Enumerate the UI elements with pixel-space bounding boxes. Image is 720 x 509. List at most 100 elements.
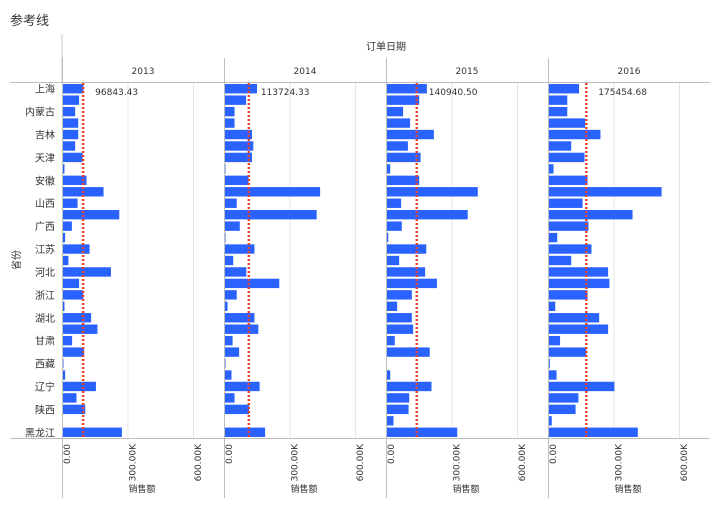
row-label: 山西 (35, 198, 55, 210)
bar (62, 393, 77, 403)
bar (386, 209, 468, 220)
panel-year-label: 2015 (456, 67, 479, 77)
bar (548, 129, 601, 140)
bar (386, 106, 404, 117)
bar (386, 267, 426, 277)
bar (548, 106, 568, 117)
bar (386, 370, 391, 380)
bar (224, 427, 266, 437)
bar (386, 244, 427, 254)
bar (386, 301, 398, 312)
bar (548, 255, 572, 266)
bar (548, 301, 556, 312)
bar (224, 141, 254, 151)
row-label: 湖北 (35, 313, 55, 325)
bar (62, 267, 111, 277)
bar (386, 347, 430, 357)
x-axis-title: 销售额 (290, 483, 317, 495)
bar (386, 141, 408, 151)
bar (62, 84, 84, 94)
panel-year-label: 2014 (294, 67, 317, 77)
bar (62, 404, 86, 415)
bar (224, 301, 228, 312)
bar (62, 244, 90, 254)
bar (62, 95, 80, 105)
x-tick-label: 0.00 (225, 444, 235, 464)
bar (548, 313, 600, 323)
bar (386, 313, 412, 323)
bar (548, 198, 583, 208)
x-axis-title: 销售额 (128, 483, 155, 495)
x-tick-label: 300.00K (615, 443, 625, 481)
bar (386, 232, 389, 243)
bar (386, 187, 478, 197)
reference-line-label: 140940.50 (429, 88, 478, 98)
bar (224, 198, 237, 208)
bar (224, 404, 250, 415)
bar (386, 164, 391, 174)
bar (62, 335, 73, 346)
bar (62, 175, 87, 186)
bar (386, 278, 437, 289)
bar (548, 232, 558, 243)
x-tick-label: 300.00K (453, 443, 463, 481)
bar (548, 187, 662, 197)
x-axis-title: 销售额 (452, 483, 479, 495)
row-label: 西藏 (35, 359, 55, 371)
x-tick-label: 300.00K (129, 443, 139, 481)
bar (62, 221, 72, 231)
bar (62, 232, 66, 243)
bar (386, 95, 420, 105)
row-label: 河北 (35, 267, 55, 279)
bar (548, 221, 589, 231)
bar (224, 84, 258, 94)
bar (548, 118, 586, 128)
bar (224, 209, 317, 220)
bar (548, 164, 554, 174)
x-tick-label: 300.00K (291, 443, 301, 481)
bar (224, 393, 235, 403)
row-label: 天津 (35, 152, 55, 164)
axes-layer: 订单日期 省份 (10, 34, 710, 498)
bar (224, 187, 321, 197)
bar (62, 347, 85, 357)
bar (62, 209, 120, 220)
bar (62, 198, 78, 208)
bar (386, 290, 412, 300)
bar (548, 141, 572, 151)
bar (224, 106, 235, 117)
row-label: 浙江 (35, 290, 55, 302)
bar (224, 244, 255, 254)
bar (386, 381, 432, 392)
row-label: 吉林 (35, 129, 55, 142)
row-label: 甘肃 (35, 335, 55, 348)
bar (548, 175, 588, 186)
bar (386, 152, 421, 163)
bar (224, 335, 233, 346)
row-label: 上海 (35, 83, 55, 96)
bar (62, 324, 98, 334)
bar (62, 278, 80, 289)
bar (548, 381, 615, 392)
reference-lines-layer (81, 83, 588, 438)
bar (224, 278, 280, 289)
bar (548, 335, 561, 346)
bar (548, 370, 557, 380)
bar (62, 118, 79, 128)
bar (386, 221, 402, 231)
chart-title: 参考线 (10, 14, 50, 29)
bar (548, 393, 579, 403)
bar (386, 255, 400, 266)
y-axis-title: 省份 (10, 250, 23, 270)
reference-line-label: 113724.33 (261, 88, 310, 98)
x-tick-label: 600.00K (518, 443, 528, 481)
bar (224, 152, 253, 163)
bar (62, 370, 66, 380)
bar (548, 84, 580, 94)
x-tick-label: 600.00K (194, 443, 204, 481)
panel-year-label: 2013 (132, 67, 155, 77)
bar (386, 404, 409, 415)
bar (62, 290, 84, 300)
